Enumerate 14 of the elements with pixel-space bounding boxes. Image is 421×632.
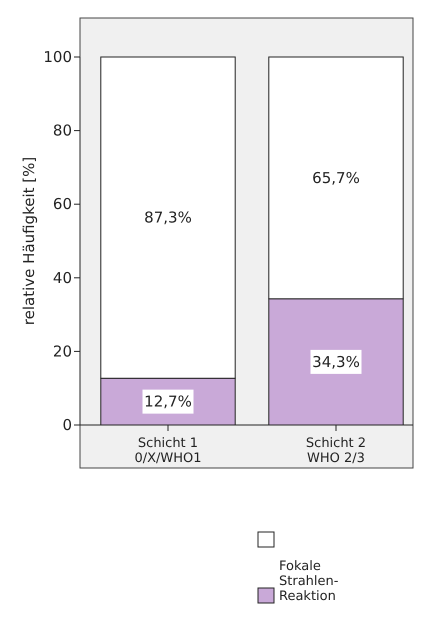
x-tick-label: Schicht 1 0/X/WHO1: [134, 436, 202, 466]
data-label: 34,3%: [312, 352, 360, 371]
y-tick-label: 0: [62, 416, 72, 434]
data-label: 87,3%: [144, 208, 192, 227]
x-tick-label: Schicht 2 WHO 2/3: [306, 436, 366, 466]
y-tick-label: 80: [52, 122, 72, 140]
data-label: 12,7%: [144, 392, 192, 411]
y-tick-label: 100: [43, 48, 72, 66]
y-tick-label: 40: [52, 268, 72, 287]
y-tick-label: 20: [52, 342, 72, 360]
legend-label: Fokale Strahlen-Reaktion: [279, 559, 339, 604]
data-label: 65,7%: [312, 168, 360, 187]
y-axis-title: relative Häufigkeit [%]: [20, 156, 38, 326]
y-tick-label: 60: [52, 195, 72, 214]
